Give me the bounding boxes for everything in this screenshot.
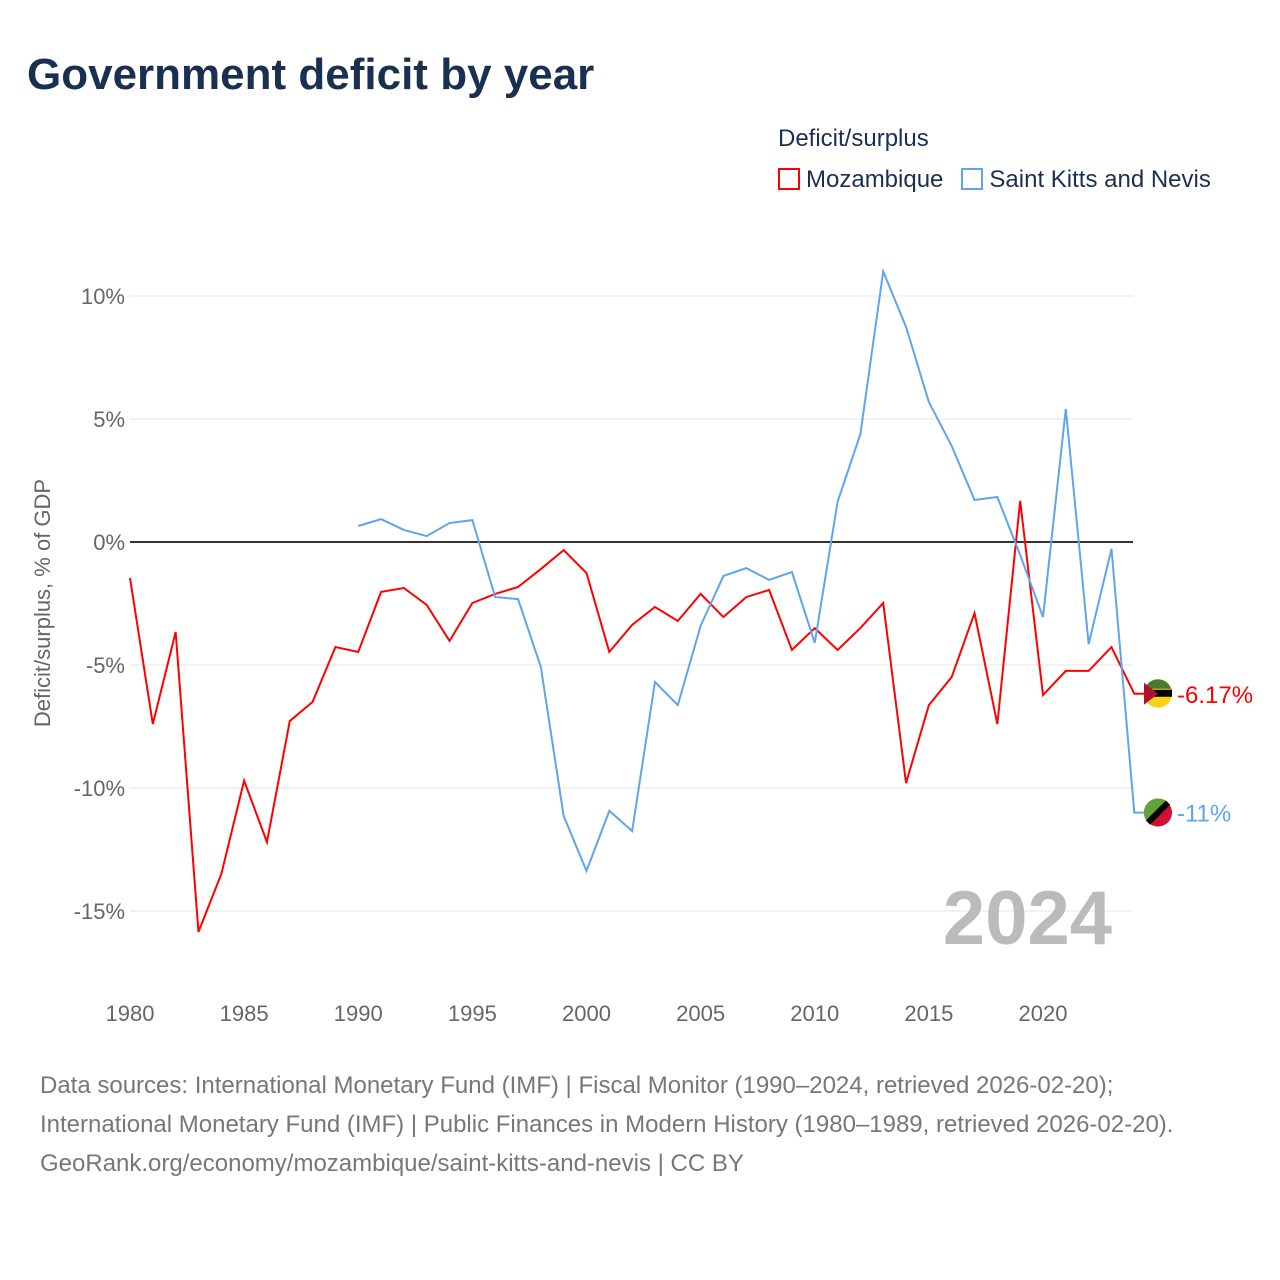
legend-label: Mozambique [806,166,944,193]
end-value-label: -6.17% [1177,682,1253,709]
y-tick-label: 10% [81,284,125,309]
series-line-0 [129,500,1147,933]
legend-label: Saint Kitts and Nevis [989,166,1211,193]
x-tick-label: 2000 [562,1001,611,1026]
mozambique-flag-icon [1143,679,1172,708]
x-tick-label: 1990 [334,1001,383,1026]
x-tick-label: 2020 [1019,1001,1068,1026]
end-value-label: -11% [1177,801,1231,828]
series-line-1 [357,267,1147,874]
x-tick-label: 1995 [448,1001,497,1026]
footer: Data sources: International Monetary Fun… [40,1066,1240,1183]
legend-item-saint-kitts[interactable]: Saint Kitts and Nevis [961,166,1211,194]
x-tick-label: 2005 [676,1001,725,1026]
x-tick-label: 1980 [106,1001,155,1026]
y-tick-label: -10% [74,776,125,801]
year-label: 2024 [943,876,1112,961]
data-sources: Data sources: International Monetary Fun… [40,1072,1174,1138]
legend-item-mozambique[interactable]: Mozambique [778,166,943,194]
legend-swatch [778,168,800,190]
legend: Mozambique Saint Kitts and Nevis [778,166,1211,194]
x-tick-label: 2010 [790,1001,839,1026]
source-link[interactable]: GeoRank.org/economy/mozambique/saint-kit… [40,1150,744,1177]
y-axis-label: Deficit/surplus, % of GDP [30,479,55,727]
x-tick-label: 1985 [220,1001,269,1026]
legend-title: Deficit/surplus [778,125,929,152]
y-tick-label: -15% [74,899,125,924]
y-tick-label: 5% [93,407,125,432]
chart-title: Government deficit by year [27,50,595,99]
y-tick-label: -5% [86,653,125,678]
y-tick-label: 0% [93,530,125,555]
saint-kitts-flag-icon [1143,798,1172,827]
legend-swatch [961,168,984,190]
x-tick-label: 2015 [904,1001,953,1026]
